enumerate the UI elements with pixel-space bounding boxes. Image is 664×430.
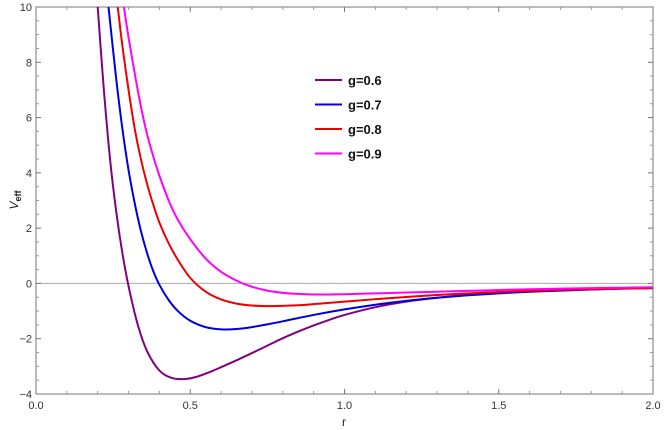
y-tick-label: 8 (26, 57, 32, 69)
y-axis-title-sub: eff (13, 189, 23, 201)
plot-frame (35, 6, 654, 395)
legend-label: g=0.9 (348, 147, 382, 162)
x-tick-label: 1.5 (491, 400, 506, 412)
y-tick-label: 2 (26, 223, 32, 235)
y-tick-label: −2 (19, 334, 32, 346)
y-axis-title: Veff (7, 189, 23, 209)
y-axis-title-main: V (7, 201, 21, 210)
legend-label: g=0.8 (348, 122, 382, 137)
y-tick-label: −4 (19, 389, 32, 401)
series-group (96, 7, 653, 381)
x-axis-title: r (342, 415, 346, 429)
tick-marks (35, 6, 654, 395)
y-tick-label: 0 (26, 278, 32, 290)
series-line-g-0-6 (96, 7, 653, 381)
x-tick-label: 2.0 (645, 400, 660, 412)
y-tick-label: 4 (26, 168, 32, 180)
x-tick-label: 0.5 (183, 400, 198, 412)
series-line-g-0-9 (122, 7, 653, 296)
x-tick-label: 1.0 (337, 400, 352, 412)
legend-label: g=0.6 (348, 73, 382, 88)
legend-label: g=0.7 (348, 98, 382, 113)
tick-labels: 0.0 0.5 1.0 1.5 2.0 −4 −2 0 2 4 6 8 10 (19, 2, 660, 412)
y-tick-label: 10 (20, 2, 32, 14)
x-tick-label: 0.0 (28, 400, 43, 412)
y-tick-label: 6 (26, 113, 32, 125)
legend: g=0.6 g=0.7 g=0.8 g=0.9 (315, 73, 382, 162)
series-line-g-0-8 (116, 7, 653, 308)
series-line-g-0-7 (107, 7, 653, 331)
